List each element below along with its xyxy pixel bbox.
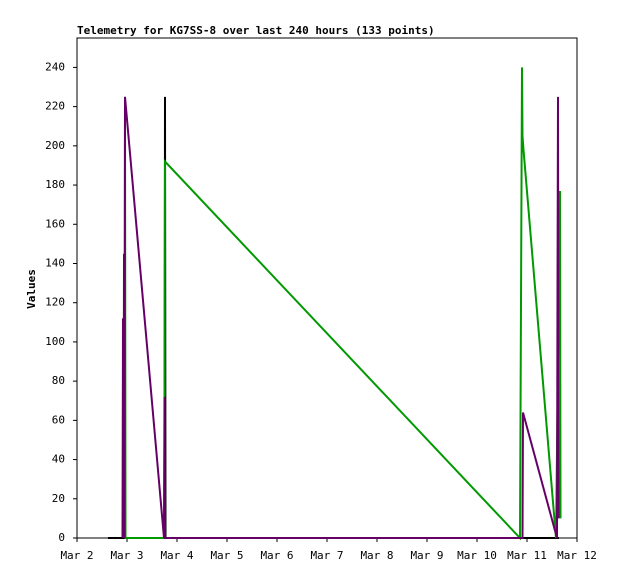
y-tick-label: 60: [52, 413, 65, 426]
y-tick-label: 240: [45, 60, 65, 73]
x-tick-label: Mar 7: [310, 549, 343, 562]
x-tick-label: Mar 5: [210, 549, 243, 562]
y-tick-label: 160: [45, 217, 65, 230]
chart-title: Telemetry for KG7SS-8 over last 240 hour…: [77, 24, 435, 37]
x-tick-label: Mar 6: [260, 549, 293, 562]
x-tick-label: Mar 11: [507, 549, 547, 562]
y-tick-label: 220: [45, 100, 65, 113]
y-tick-label: 40: [52, 453, 65, 466]
y-tick-label: 80: [52, 374, 65, 387]
x-tick-label: Mar 12: [557, 549, 597, 562]
x-tick-label: Mar 3: [110, 549, 143, 562]
x-tick-label: Mar 9: [410, 549, 443, 562]
y-tick-label: 120: [45, 296, 65, 309]
y-tick-label: 140: [45, 256, 65, 269]
x-tick-label: Mar 10: [457, 549, 497, 562]
x-tick-label: Mar 8: [360, 549, 393, 562]
x-tick-label: Mar 4: [160, 549, 193, 562]
x-tick-label: Mar 2: [60, 549, 93, 562]
y-tick-label: 0: [58, 531, 65, 544]
series-line: [121, 96, 560, 539]
y-tick-label: 100: [45, 335, 65, 348]
y-axis-label: Values: [25, 269, 38, 309]
y-tick-label: 20: [52, 492, 65, 505]
y-tick-label: 180: [45, 178, 65, 191]
y-tick-label: 200: [45, 139, 65, 152]
